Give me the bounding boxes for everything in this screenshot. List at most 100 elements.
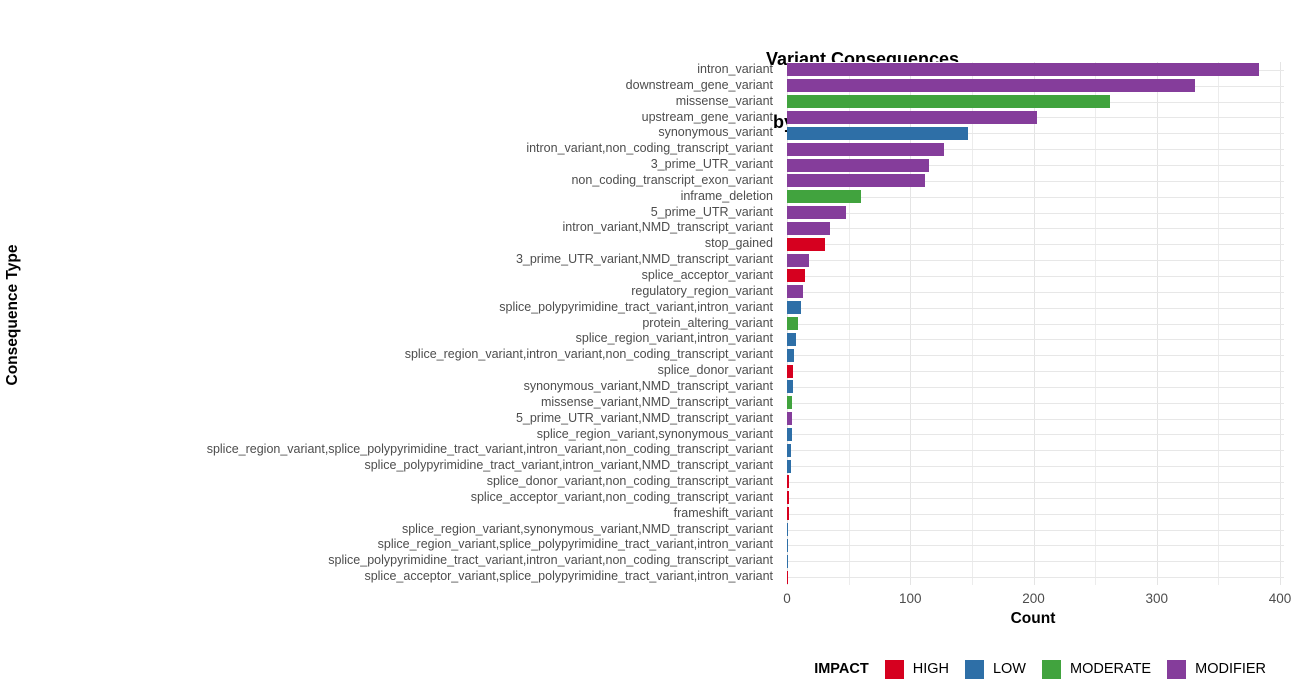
bar xyxy=(787,412,792,426)
plot-panel xyxy=(787,62,1284,585)
bar xyxy=(787,301,801,315)
category-gridline xyxy=(787,212,1284,214)
category-label: 5_prime_UTR_variant xyxy=(650,204,773,219)
category-label: splice_polypyrimidine_tract_variant,intr… xyxy=(499,299,773,314)
category-label: stop_gained xyxy=(704,236,773,251)
category-gridline xyxy=(787,244,1284,246)
category-label: splice_region_variant,intron_variant,non… xyxy=(404,347,773,362)
category-gridline xyxy=(787,434,1284,436)
bar xyxy=(787,538,789,552)
category-gridline xyxy=(787,371,1284,373)
x-tick-label: 0 xyxy=(783,591,791,606)
legend-swatch-moderate xyxy=(1042,659,1061,679)
category-gridline xyxy=(787,529,1284,531)
category-label: downstream_gene_variant xyxy=(625,77,773,92)
legend-item-low: LOW xyxy=(964,659,1026,679)
legend-entry-label: MODERATE xyxy=(1070,661,1152,677)
bar xyxy=(787,443,791,457)
bar xyxy=(787,507,790,521)
category-gridline xyxy=(787,545,1284,547)
category-gridline xyxy=(787,513,1284,515)
category-label: splice_region_variant,synonymous_variant xyxy=(536,426,773,441)
bar xyxy=(787,523,789,537)
category-gridline xyxy=(787,402,1284,404)
bar xyxy=(787,63,1260,77)
category-label: splice_acceptor_variant xyxy=(641,268,773,283)
category-label: frameshift_variant xyxy=(673,505,773,520)
x-tick-label: 200 xyxy=(1022,591,1045,606)
bar xyxy=(787,554,789,568)
category-gridline xyxy=(787,323,1284,325)
x-tick-label: 300 xyxy=(1145,591,1169,606)
bar xyxy=(787,332,796,346)
bar xyxy=(787,142,944,156)
category-label: upstream_gene_variant xyxy=(641,109,773,124)
legend-entry-label: HIGH xyxy=(912,661,949,677)
bar xyxy=(787,221,831,235)
category-gridline xyxy=(787,196,1284,198)
bar xyxy=(787,459,791,473)
category-label: 3_prime_UTR_variant,NMD_transcript_varia… xyxy=(515,252,773,267)
category-gridline xyxy=(787,481,1284,483)
legend-entry-label: MODIFIER xyxy=(1195,661,1266,677)
category-gridline xyxy=(787,291,1284,293)
legend-swatch-low xyxy=(964,659,984,679)
legend-swatch-high xyxy=(884,659,904,679)
category-gridline xyxy=(787,450,1284,452)
legend-item-moderate: MODERATE xyxy=(1042,659,1152,679)
category-label: splice_polypyrimidine_tract_variant,intr… xyxy=(364,458,773,473)
category-label: synonymous_variant,NMD_transcript_varian… xyxy=(523,378,773,393)
bar xyxy=(787,190,861,204)
category-gridline xyxy=(787,497,1284,499)
category-label: splice_acceptor_variant,non_coding_trans… xyxy=(470,489,773,504)
legend-title: IMPACT xyxy=(814,661,869,677)
category-gridline xyxy=(787,386,1284,388)
bar xyxy=(787,317,799,330)
bar xyxy=(787,95,1110,109)
bar xyxy=(787,79,1195,93)
bar xyxy=(787,427,792,441)
category-label: missense_variant,NMD_transcript_variant xyxy=(540,394,773,409)
category-label: 5_prime_UTR_variant,NMD_transcript_varia… xyxy=(515,410,773,425)
x-tick-label: 400 xyxy=(1268,591,1292,606)
bar xyxy=(787,475,790,489)
bar xyxy=(787,206,847,220)
category-gridline xyxy=(787,149,1284,151)
category-gridline xyxy=(787,228,1284,230)
category-label: missense_variant xyxy=(675,93,773,108)
bar xyxy=(787,491,790,505)
bar xyxy=(787,158,929,172)
category-label: splice_region_variant,synonymous_variant… xyxy=(401,521,773,536)
category-label: protein_altering_variant xyxy=(642,315,773,330)
category-gridline xyxy=(787,577,1284,579)
bar xyxy=(787,570,789,584)
category-label: intron_variant,NMD_transcript_variant xyxy=(562,220,773,235)
category-label: intron_variant xyxy=(697,62,773,76)
bar xyxy=(787,380,794,394)
bar xyxy=(787,364,794,378)
category-gridline xyxy=(787,180,1284,182)
category-label: splice_polypyrimidine_tract_variant,intr… xyxy=(328,553,773,568)
bar xyxy=(787,126,969,140)
category-label: splice_region_variant,intron_variant xyxy=(575,331,773,346)
category-label: intron_variant,non_coding_transcript_var… xyxy=(526,141,773,156)
category-label: inframe_deletion xyxy=(680,188,773,203)
category-label: non_coding_transcript_exon_variant xyxy=(571,172,773,187)
category-gridline xyxy=(787,307,1284,309)
category-label: splice_region_variant,splice_polypyrimid… xyxy=(377,537,773,552)
category-label: splice_donor_variant xyxy=(657,363,773,378)
bar xyxy=(787,110,1038,124)
legend-entry-label: LOW xyxy=(992,661,1026,677)
category-gridline xyxy=(787,133,1284,135)
legend-item-modifier: MODIFIER xyxy=(1167,659,1266,679)
x-axis-title: Count xyxy=(1010,610,1056,627)
x-tick-label: 100 xyxy=(898,591,922,606)
category-label: splice_region_variant,splice_polypyrimid… xyxy=(206,442,773,457)
category-label: splice_acceptor_variant,splice_polypyrim… xyxy=(364,569,773,584)
category-gridline xyxy=(787,561,1284,563)
category-gridline xyxy=(787,275,1284,277)
category-gridline xyxy=(787,355,1284,357)
bar xyxy=(787,253,810,267)
category-gridline xyxy=(787,165,1284,166)
